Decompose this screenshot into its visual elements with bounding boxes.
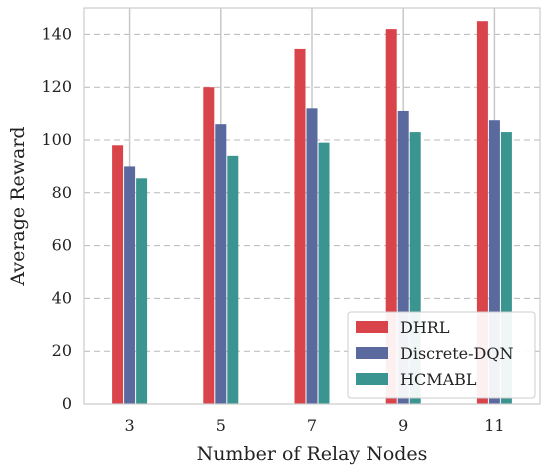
bar-discrete-dqn-11	[488, 120, 500, 404]
bar-discrete-dqn-3	[124, 166, 136, 404]
legend: DHRL Discrete-DQN HCMABL	[347, 311, 536, 399]
bar-discrete-dqn-9	[397, 110, 409, 405]
bar-hcmabl-9	[409, 132, 421, 404]
x-axis-label: Number of Relay Nodes	[197, 443, 428, 465]
bar-hcmabl-11	[500, 132, 512, 404]
plot-frame	[83, 7, 541, 405]
y-tick-label: 0	[62, 394, 72, 413]
bar-discrete-dqn-7	[306, 108, 318, 404]
y-tick-label: 80	[52, 183, 72, 202]
legend-swatch-hcmabl	[356, 373, 388, 385]
bar-hcmabl-7	[318, 142, 330, 404]
y-tick-label: 120	[41, 77, 72, 96]
x-tick-label: 5	[216, 416, 226, 435]
bar-dhrl-5	[203, 87, 215, 404]
legend-swatch-discrete-dqn	[356, 347, 388, 359]
y-tick-label: 60	[52, 236, 72, 255]
x-tick-labels: 3 5 7 9 11	[125, 416, 505, 435]
legend-label-dhrl: DHRL	[400, 318, 450, 337]
bar-dhrl-7	[294, 48, 306, 405]
legend-box	[347, 311, 536, 399]
bar-dhrl-9	[385, 29, 397, 405]
x-tick-label: 7	[307, 416, 317, 435]
y-tick-labels: 0 20 40 60 80 100 120 140	[41, 24, 72, 413]
x-tick-label: 11	[484, 416, 504, 435]
bar-dhrl-3	[112, 145, 124, 404]
bar-hcmabl-5	[227, 155, 239, 404]
y-tick-label: 140	[41, 24, 72, 43]
bars	[112, 21, 512, 405]
bar-hcmabl-3	[136, 178, 148, 404]
y-axis-label: Average Reward	[7, 126, 29, 286]
legend-label-discrete-dqn: Discrete-DQN	[400, 344, 513, 363]
x-tick-label: 3	[125, 416, 135, 435]
y-tick-label: 40	[52, 288, 72, 307]
y-tick-label: 100	[41, 130, 72, 149]
bar-discrete-dqn-5	[215, 124, 227, 404]
legend-label-hcmabl: HCMABL	[400, 370, 477, 389]
gridlines	[84, 33, 540, 352]
y-tick-label: 20	[52, 341, 72, 360]
legend-swatch-dhrl	[356, 321, 388, 333]
x-tick-label: 9	[398, 416, 408, 435]
bar-dhrl-11	[476, 21, 488, 404]
